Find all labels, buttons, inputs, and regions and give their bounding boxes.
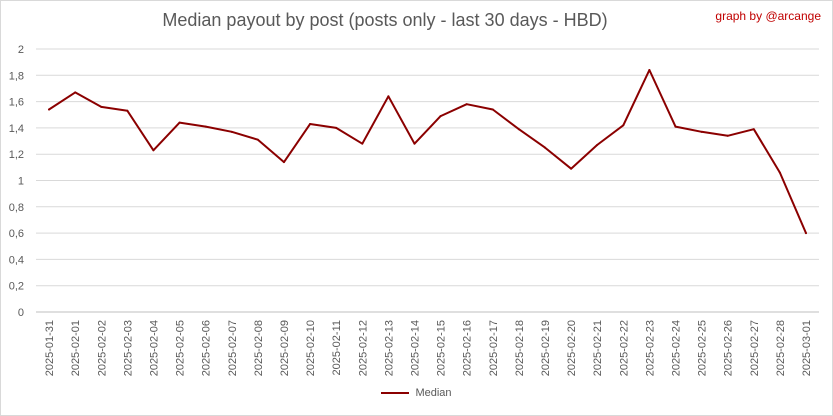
data-point [439, 115, 442, 118]
x-tick-label: 2025-02-10 [305, 320, 317, 376]
x-tick-label: 2025-02-02 [96, 320, 108, 376]
y-tick-label: 1,2 [9, 149, 24, 161]
legend-swatch-median [381, 392, 410, 394]
x-tick-label: 2025-02-12 [357, 320, 369, 376]
x-tick-label: 2025-01-31 [44, 320, 56, 376]
data-point [178, 121, 181, 124]
x-tick-label: 2025-02-20 [566, 320, 578, 376]
data-point [752, 128, 755, 131]
x-tick-label: 2025-02-19 [540, 320, 552, 376]
y-tick-label: 0 [18, 307, 24, 319]
data-point [517, 128, 520, 131]
data-point [335, 126, 338, 129]
x-tick-label: 2025-02-16 [462, 320, 474, 376]
y-tick-label: 2 [18, 44, 24, 56]
x-tick-label: 2025-02-21 [592, 320, 604, 376]
data-point [413, 142, 416, 145]
series-layer [48, 69, 807, 235]
data-point [230, 130, 233, 133]
data-point [700, 130, 703, 133]
x-tick-label: 2025-02-18 [514, 320, 526, 376]
y-tick-label: 0,4 [9, 254, 24, 266]
x-tick-label: 2025-02-15 [436, 320, 448, 376]
data-point [648, 69, 651, 72]
gridlines [36, 48, 819, 313]
chart-credit: graph by @arcange [715, 9, 821, 23]
y-tick-label: 1,6 [9, 97, 24, 109]
data-point [465, 103, 468, 106]
x-tick-label: 2025-02-09 [279, 320, 291, 376]
y-tick-label: 1,8 [9, 70, 24, 82]
data-point [309, 122, 312, 125]
data-point [543, 146, 546, 149]
x-tick-label: 2025-02-22 [618, 320, 630, 376]
x-tick-label: 2025-02-01 [70, 320, 82, 376]
data-point [778, 171, 781, 174]
x-tick-label: 2025-02-06 [201, 320, 213, 376]
data-point [152, 149, 155, 152]
data-point [361, 142, 364, 145]
data-point [204, 125, 207, 128]
data-point [48, 108, 51, 111]
data-point [726, 134, 729, 137]
x-tick-label: 2025-02-03 [122, 320, 134, 376]
data-point [126, 109, 129, 112]
data-point [570, 167, 573, 170]
y-axis: 0 0,2 0,4 0,6 0,8 1 1,2 1,4 1,6 1,8 2 [9, 44, 24, 319]
data-point [622, 124, 625, 127]
data-point [804, 232, 807, 235]
data-point [387, 95, 390, 98]
legend: Median [0, 387, 833, 399]
data-point [596, 143, 599, 146]
x-tick-label: 2025-02-14 [409, 320, 421, 376]
x-tick-label: 2025-03-01 [801, 320, 813, 376]
data-point [491, 108, 494, 111]
data-point [256, 138, 259, 141]
x-tick-label: 2025-02-11 [331, 320, 343, 375]
y-tick-label: 1 [18, 176, 24, 188]
x-tick-label: 2025-02-25 [697, 320, 709, 376]
x-tick-label: 2025-02-17 [488, 320, 500, 376]
y-tick-label: 1,4 [9, 123, 24, 135]
x-tick-label: 2025-02-08 [253, 320, 265, 376]
x-tick-label: 2025-02-24 [670, 320, 682, 376]
y-tick-label: 0,6 [9, 228, 24, 240]
x-tick-label: 2025-02-13 [383, 320, 395, 376]
data-point [674, 125, 677, 128]
x-tick-label: 2025-02-05 [175, 320, 187, 376]
series-line-median [48, 69, 807, 235]
y-tick-label: 0,2 [9, 281, 24, 293]
x-tick-label: 2025-02-26 [723, 320, 735, 376]
data-point [282, 161, 285, 164]
x-tick-label: 2025-02-07 [227, 320, 239, 376]
data-point [100, 105, 103, 108]
x-tick-label: 2025-02-28 [775, 320, 787, 376]
data-point [74, 91, 77, 94]
legend-label-median: Median [415, 387, 452, 399]
x-tick-label: 2025-02-27 [749, 320, 761, 376]
x-tick-label: 2025-02-23 [644, 320, 656, 376]
chart-title: Median payout by post (posts only - last… [162, 10, 608, 30]
y-tick-label: 0,8 [9, 202, 24, 214]
x-axis: 2025-01-31 2025-02-01 2025-02-02 2025-02-03… [44, 320, 813, 376]
x-tick-label: 2025-02-04 [148, 320, 160, 376]
